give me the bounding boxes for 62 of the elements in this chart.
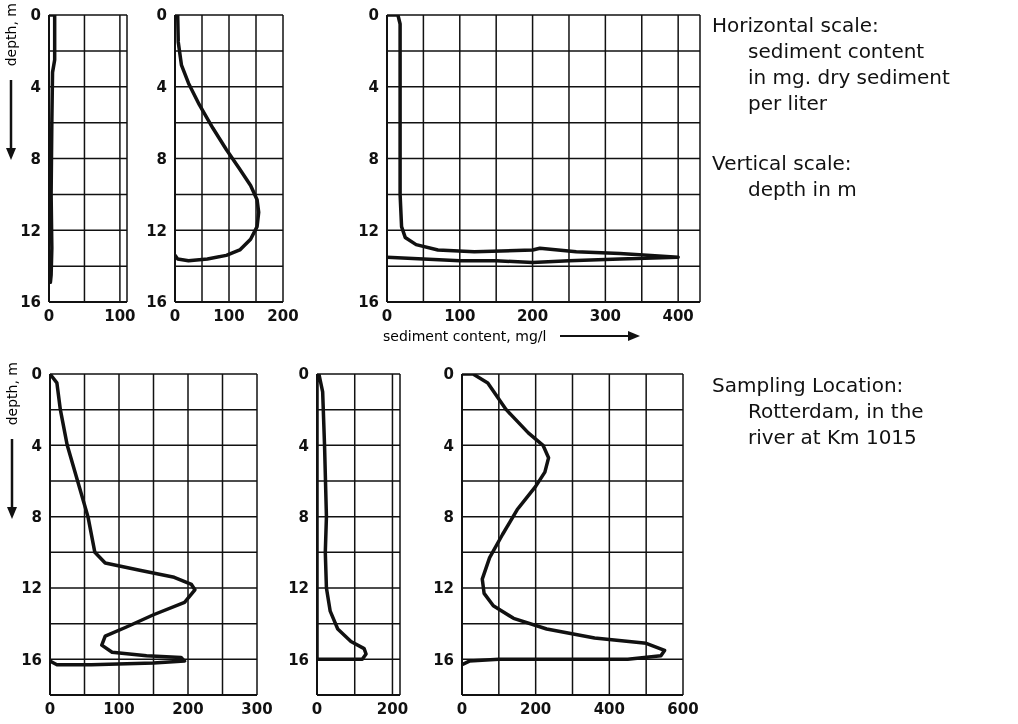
y-tick-label: 4 <box>156 78 167 97</box>
y-tick-label: 0 <box>30 6 41 25</box>
text: Vertical scale: <box>712 150 853 176</box>
y-axis-title: depth, m <box>4 362 20 426</box>
text: Sampling Location: <box>712 372 905 398</box>
y-tick-label: 8 <box>443 507 454 526</box>
text: per liter <box>747 90 829 116</box>
y-tick-label: 16 <box>358 293 379 312</box>
x-tick-label: 0 <box>311 699 323 718</box>
text: Rotterdam, in the <box>747 398 924 424</box>
text: in mg. dry sediment <box>747 64 950 90</box>
y-tick-label: 12 <box>21 579 42 598</box>
x-tick-label: 100 <box>444 306 476 325</box>
x-tick-label: 600 <box>667 699 699 718</box>
x-tick-label: 300 <box>241 699 273 718</box>
y-tick-label: 8 <box>156 149 167 168</box>
text: Horizontal scale: <box>712 12 880 38</box>
y-tick-label: 0 <box>156 6 167 25</box>
y-tick-label: 8 <box>298 507 309 526</box>
y-tick-label: 0 <box>368 6 379 25</box>
x-tick-label: 200 <box>172 699 204 718</box>
y-axis-title: depth, m <box>3 3 19 67</box>
x-axis-title: sediment content, mg/l <box>383 328 547 344</box>
y-tick-label: 4 <box>31 436 42 455</box>
text: sediment content <box>747 38 926 64</box>
x-tick-label: 100 <box>213 306 245 325</box>
y-tick-label: 8 <box>30 149 41 168</box>
x-tick-label: 200 <box>520 699 552 718</box>
y-tick-label: 16 <box>288 650 309 669</box>
text: river at Km 1015 <box>747 424 918 450</box>
y-tick-label: 12 <box>433 579 454 598</box>
y-tick-label: 12 <box>20 221 41 240</box>
x-tick-label: 400 <box>593 699 625 718</box>
x-tick-label: 100 <box>104 306 136 325</box>
y-tick-label: 4 <box>298 436 309 455</box>
x-tick-label: 200 <box>376 699 409 718</box>
y-tick-label: 8 <box>368 149 379 168</box>
y-tick-label: 4 <box>443 436 454 455</box>
x-tick-label: 300 <box>589 306 622 325</box>
y-tick-label: 0 <box>31 365 42 384</box>
y-tick-label: 8 <box>31 507 42 526</box>
x-tick-label: 200 <box>267 306 299 325</box>
x-tick-label: 0 <box>456 699 468 718</box>
y-tick-label: 16 <box>20 293 41 312</box>
y-tick-label: 12 <box>358 221 379 240</box>
x-tick-label: 0 <box>169 306 181 325</box>
x-tick-label: 200 <box>516 306 549 325</box>
x-tick-label: 100 <box>103 699 135 718</box>
y-tick-label: 0 <box>298 365 309 384</box>
x-tick-label: 0 <box>44 699 56 718</box>
x-tick-label: 400 <box>662 306 694 325</box>
y-tick-label: 16 <box>146 293 167 312</box>
y-tick-label: 16 <box>433 650 454 669</box>
text: depth in m <box>747 176 857 202</box>
y-tick-label: 12 <box>146 221 167 240</box>
x-tick-label: 0 <box>43 306 55 325</box>
y-tick-label: 16 <box>21 650 42 669</box>
x-tick-label: 0 <box>381 306 393 325</box>
y-tick-label: 4 <box>368 78 379 97</box>
y-tick-label: 0 <box>443 365 454 384</box>
y-tick-label: 12 <box>288 579 309 598</box>
y-tick-label: 4 <box>30 78 41 97</box>
